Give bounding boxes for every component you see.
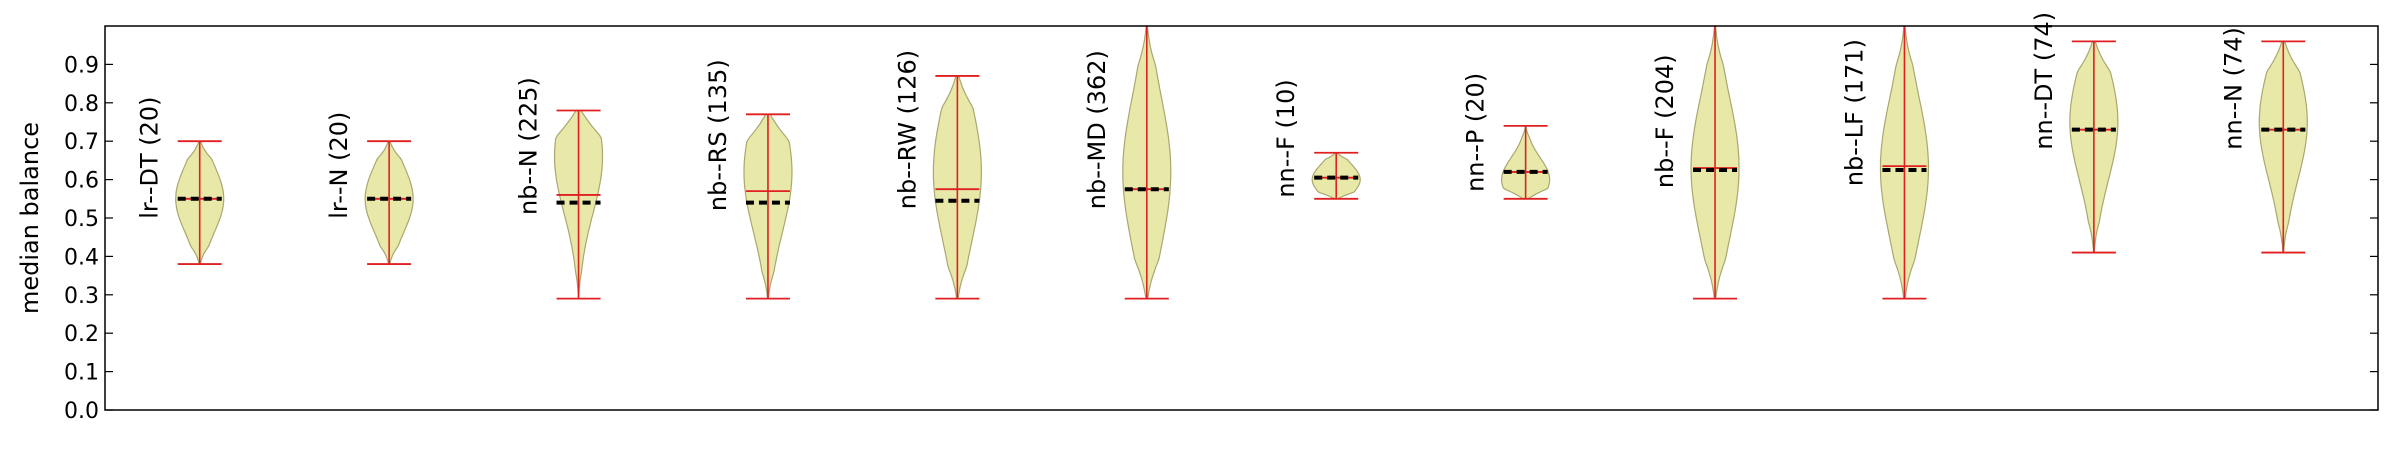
y-axis-title: median balance (16, 122, 44, 314)
violin-group: lr--N (20) (325, 112, 414, 265)
plot-area: lr--DT (20) lr--N (20) nb--N (225) nb--RS (… (136, 12, 2308, 300)
violin-label: nn--N (74) (2219, 27, 2247, 150)
y-tick-label: 0.1 (64, 361, 99, 386)
violin-label: nb--F (204) (1651, 54, 1679, 188)
violin-group: lr--DT (20) (136, 96, 225, 265)
violin-group: nb--MD (362) (1083, 25, 1172, 300)
violin-label: nn--F (10) (1272, 79, 1300, 197)
y-tick-label: 0.6 (64, 169, 99, 194)
violin-label: nn--DT (74) (2030, 12, 2058, 150)
y-tick-label: 0.9 (64, 53, 99, 78)
y-tick-label: 0.3 (64, 284, 99, 309)
violin-group: nb--RS (135) (704, 59, 793, 300)
violin-group: nb--RW (126) (893, 50, 983, 300)
y-axis: 0.0 0.1 0.2 0.3 0.4 0.5 0.6 0.7 0.8 0.9 (64, 53, 2378, 424)
violin-label: lr--DT (20) (136, 96, 164, 218)
violin-label: nb--N (225) (515, 77, 543, 215)
violin-group: nn--N (74) (2219, 27, 2308, 254)
violin-group: nb--LF (171) (1840, 25, 1930, 300)
violin-group: nn--P (20) (1462, 73, 1551, 200)
violin-label: nb--LF (171) (1840, 39, 1868, 186)
y-tick-label: 0.7 (64, 130, 99, 155)
y-tick-label: 0.5 (64, 207, 99, 232)
y-tick-label: 0.4 (64, 245, 99, 270)
violin-label: nb--MD (362) (1083, 50, 1111, 209)
violin-group: nb--N (225) (515, 77, 604, 300)
violin-label: nn--P (20) (1462, 73, 1490, 192)
violin-group: nn--DT (74) (2030, 12, 2119, 254)
y-tick-label: 0.2 (64, 322, 99, 347)
y-tick-label: 0.8 (64, 92, 99, 117)
violin-label: lr--N (20) (325, 112, 353, 219)
violin-group: nn--F (10) (1272, 79, 1361, 200)
violin-label: nb--RW (126) (893, 50, 921, 209)
violin-group: nb--F (204) (1651, 25, 1740, 300)
violin-label: nb--RS (135) (704, 59, 732, 211)
y-tick-label: 0.0 (64, 399, 99, 424)
